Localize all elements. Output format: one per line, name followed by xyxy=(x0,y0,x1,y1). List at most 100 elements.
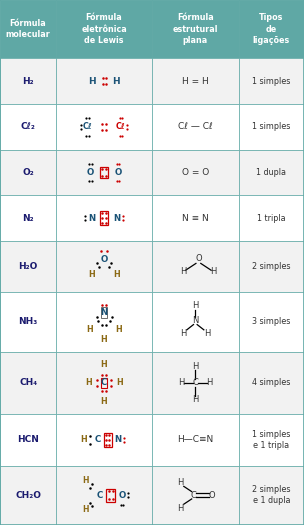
Text: Cℓ: Cℓ xyxy=(83,122,92,131)
Text: CH₄: CH₄ xyxy=(19,379,37,387)
Text: 1 tripla: 1 tripla xyxy=(257,214,286,223)
Bar xyxy=(0,466,56,525)
Text: C: C xyxy=(101,379,107,387)
Bar xyxy=(100,166,108,178)
Text: N: N xyxy=(114,435,121,444)
Text: H: H xyxy=(192,395,199,404)
Text: H: H xyxy=(88,270,95,279)
Text: Fórmula
estrutural
plana: Fórmula estrutural plana xyxy=(173,13,218,45)
Bar xyxy=(152,0,239,58)
Bar xyxy=(239,58,304,104)
Bar xyxy=(56,150,152,195)
Text: 1 simples: 1 simples xyxy=(252,122,291,131)
Bar xyxy=(56,58,152,104)
Bar xyxy=(56,0,152,58)
Text: O: O xyxy=(114,168,121,177)
Text: H: H xyxy=(210,267,217,276)
Text: H: H xyxy=(82,506,88,514)
Bar xyxy=(101,307,107,318)
Bar xyxy=(56,352,152,414)
Text: O: O xyxy=(118,491,125,500)
Text: H: H xyxy=(116,379,123,387)
Bar xyxy=(152,241,239,292)
Bar xyxy=(56,241,152,292)
Text: 2 simples: 2 simples xyxy=(252,262,291,271)
Text: H: H xyxy=(115,325,122,334)
Bar xyxy=(100,211,108,225)
Text: HCN: HCN xyxy=(17,435,39,444)
Bar xyxy=(152,466,239,525)
Text: 3 simples: 3 simples xyxy=(252,318,291,327)
Text: Fórmula
eletrônica
de Lewis: Fórmula eletrônica de Lewis xyxy=(81,13,127,45)
Bar xyxy=(106,489,115,501)
Text: Tipos
de
ligações: Tipos de ligações xyxy=(253,13,290,45)
Bar xyxy=(0,414,56,466)
Text: 1 simples: 1 simples xyxy=(252,77,291,86)
Bar xyxy=(0,104,56,150)
Text: N ≡ N: N ≡ N xyxy=(182,214,209,223)
Bar xyxy=(152,104,239,150)
Bar xyxy=(56,104,152,150)
Text: Cℓ — Cℓ: Cℓ — Cℓ xyxy=(178,122,213,131)
Text: CH₂O: CH₂O xyxy=(15,491,41,500)
Bar xyxy=(0,352,56,414)
Text: Fórmula
molecular: Fórmula molecular xyxy=(6,19,50,39)
Text: H: H xyxy=(101,360,108,369)
Text: N: N xyxy=(113,214,120,223)
Text: H—C≡N: H—C≡N xyxy=(177,435,213,444)
Text: H = H: H = H xyxy=(182,77,209,86)
Text: C: C xyxy=(96,491,103,500)
Text: O = O: O = O xyxy=(182,168,209,177)
Text: H: H xyxy=(82,476,88,485)
Bar xyxy=(239,0,304,58)
Text: H₂O: H₂O xyxy=(19,262,38,271)
Bar xyxy=(152,352,239,414)
Text: Cℓ₂: Cℓ₂ xyxy=(21,122,36,131)
Text: O: O xyxy=(209,491,215,500)
Bar xyxy=(239,150,304,195)
Text: 1 dupla: 1 dupla xyxy=(256,168,286,177)
Text: H: H xyxy=(113,270,120,279)
Text: N: N xyxy=(88,214,95,223)
Text: H₂: H₂ xyxy=(22,77,34,86)
Bar xyxy=(0,292,56,352)
Text: NH₃: NH₃ xyxy=(19,318,38,327)
Text: H: H xyxy=(112,77,120,86)
Text: H: H xyxy=(80,435,87,444)
Bar xyxy=(0,241,56,292)
Text: H: H xyxy=(204,329,211,338)
Text: H: H xyxy=(180,267,186,276)
Bar xyxy=(56,195,152,241)
Bar xyxy=(152,150,239,195)
Text: N₂: N₂ xyxy=(22,214,34,223)
Text: C: C xyxy=(94,435,101,444)
Text: 1 simples
e 1 tripla: 1 simples e 1 tripla xyxy=(252,430,291,450)
Text: H: H xyxy=(86,325,93,334)
Bar xyxy=(152,58,239,104)
Bar xyxy=(152,195,239,241)
Bar xyxy=(0,195,56,241)
Bar xyxy=(239,292,304,352)
Text: C: C xyxy=(191,491,197,500)
Text: O: O xyxy=(195,254,202,263)
Text: 2 simples
e 1 dupla: 2 simples e 1 dupla xyxy=(252,485,291,506)
Bar xyxy=(239,104,304,150)
Text: H: H xyxy=(192,362,199,371)
Text: H: H xyxy=(88,77,96,86)
Text: H: H xyxy=(178,478,184,487)
Text: H: H xyxy=(178,379,185,387)
Text: H: H xyxy=(206,379,212,387)
Text: O: O xyxy=(87,168,94,177)
Text: Cℓ: Cℓ xyxy=(116,122,126,131)
Text: H: H xyxy=(180,329,186,338)
Bar xyxy=(0,58,56,104)
Bar xyxy=(104,433,112,447)
Bar xyxy=(239,466,304,525)
Text: H: H xyxy=(192,301,199,310)
Bar xyxy=(56,466,152,525)
Bar xyxy=(152,414,239,466)
Text: 4 simples: 4 simples xyxy=(252,379,291,387)
Text: H: H xyxy=(101,397,108,406)
Bar xyxy=(101,377,107,388)
Bar xyxy=(152,292,239,352)
